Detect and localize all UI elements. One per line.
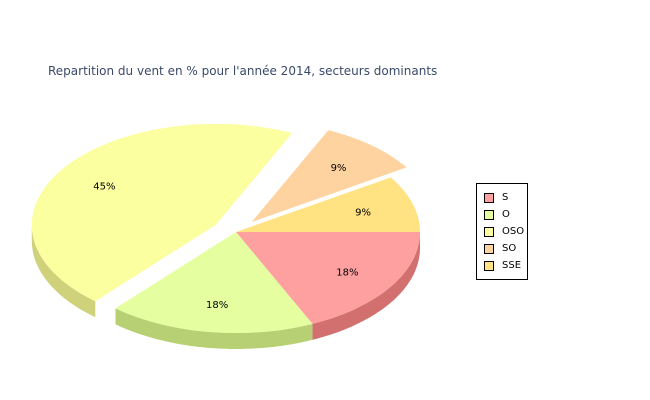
legend-item-so: SO — [477, 240, 527, 257]
pie-slice-s — [236, 232, 420, 324]
pie-side-s — [312, 232, 420, 340]
pie-slice-sse — [236, 177, 420, 232]
slice-label-oso: 45% — [93, 182, 115, 193]
pie-slices — [31, 123, 420, 333]
legend-label: O — [502, 209, 510, 220]
pie-side-oso — [31, 224, 96, 318]
legend-item-oso: OSO — [477, 223, 527, 240]
slice-label-o: 18% — [206, 300, 228, 311]
pie-slice-oso — [31, 123, 293, 302]
slice-label-so: 9% — [331, 163, 347, 174]
legend-swatch — [484, 192, 494, 203]
legend-swatch — [484, 243, 494, 254]
pie-slice-so — [251, 130, 407, 222]
pie-labels: 18% 18% 45% 9% 9% — [93, 163, 371, 311]
legend-label: SSE — [502, 260, 522, 271]
legend-label: OSO — [502, 226, 525, 237]
legend-swatch — [484, 209, 494, 220]
legend-item-o: O — [477, 206, 527, 223]
legend-swatch — [484, 226, 494, 237]
legend-item-s: S — [477, 189, 527, 206]
slice-label-sse: 9% — [355, 208, 371, 219]
legend-swatch — [484, 260, 494, 271]
legend: S O OSO SO SSE — [476, 183, 528, 280]
pie-sides — [31, 224, 420, 349]
pie-slice-o — [115, 232, 313, 333]
chart-title: Repartition du vent en % pour l'année 20… — [48, 64, 438, 78]
legend-label: SO — [502, 243, 517, 254]
pie-side-o — [115, 308, 313, 349]
legend-label: S — [502, 192, 509, 203]
legend-item-sse: SSE — [477, 257, 527, 274]
slice-label-s: 18% — [336, 267, 358, 278]
